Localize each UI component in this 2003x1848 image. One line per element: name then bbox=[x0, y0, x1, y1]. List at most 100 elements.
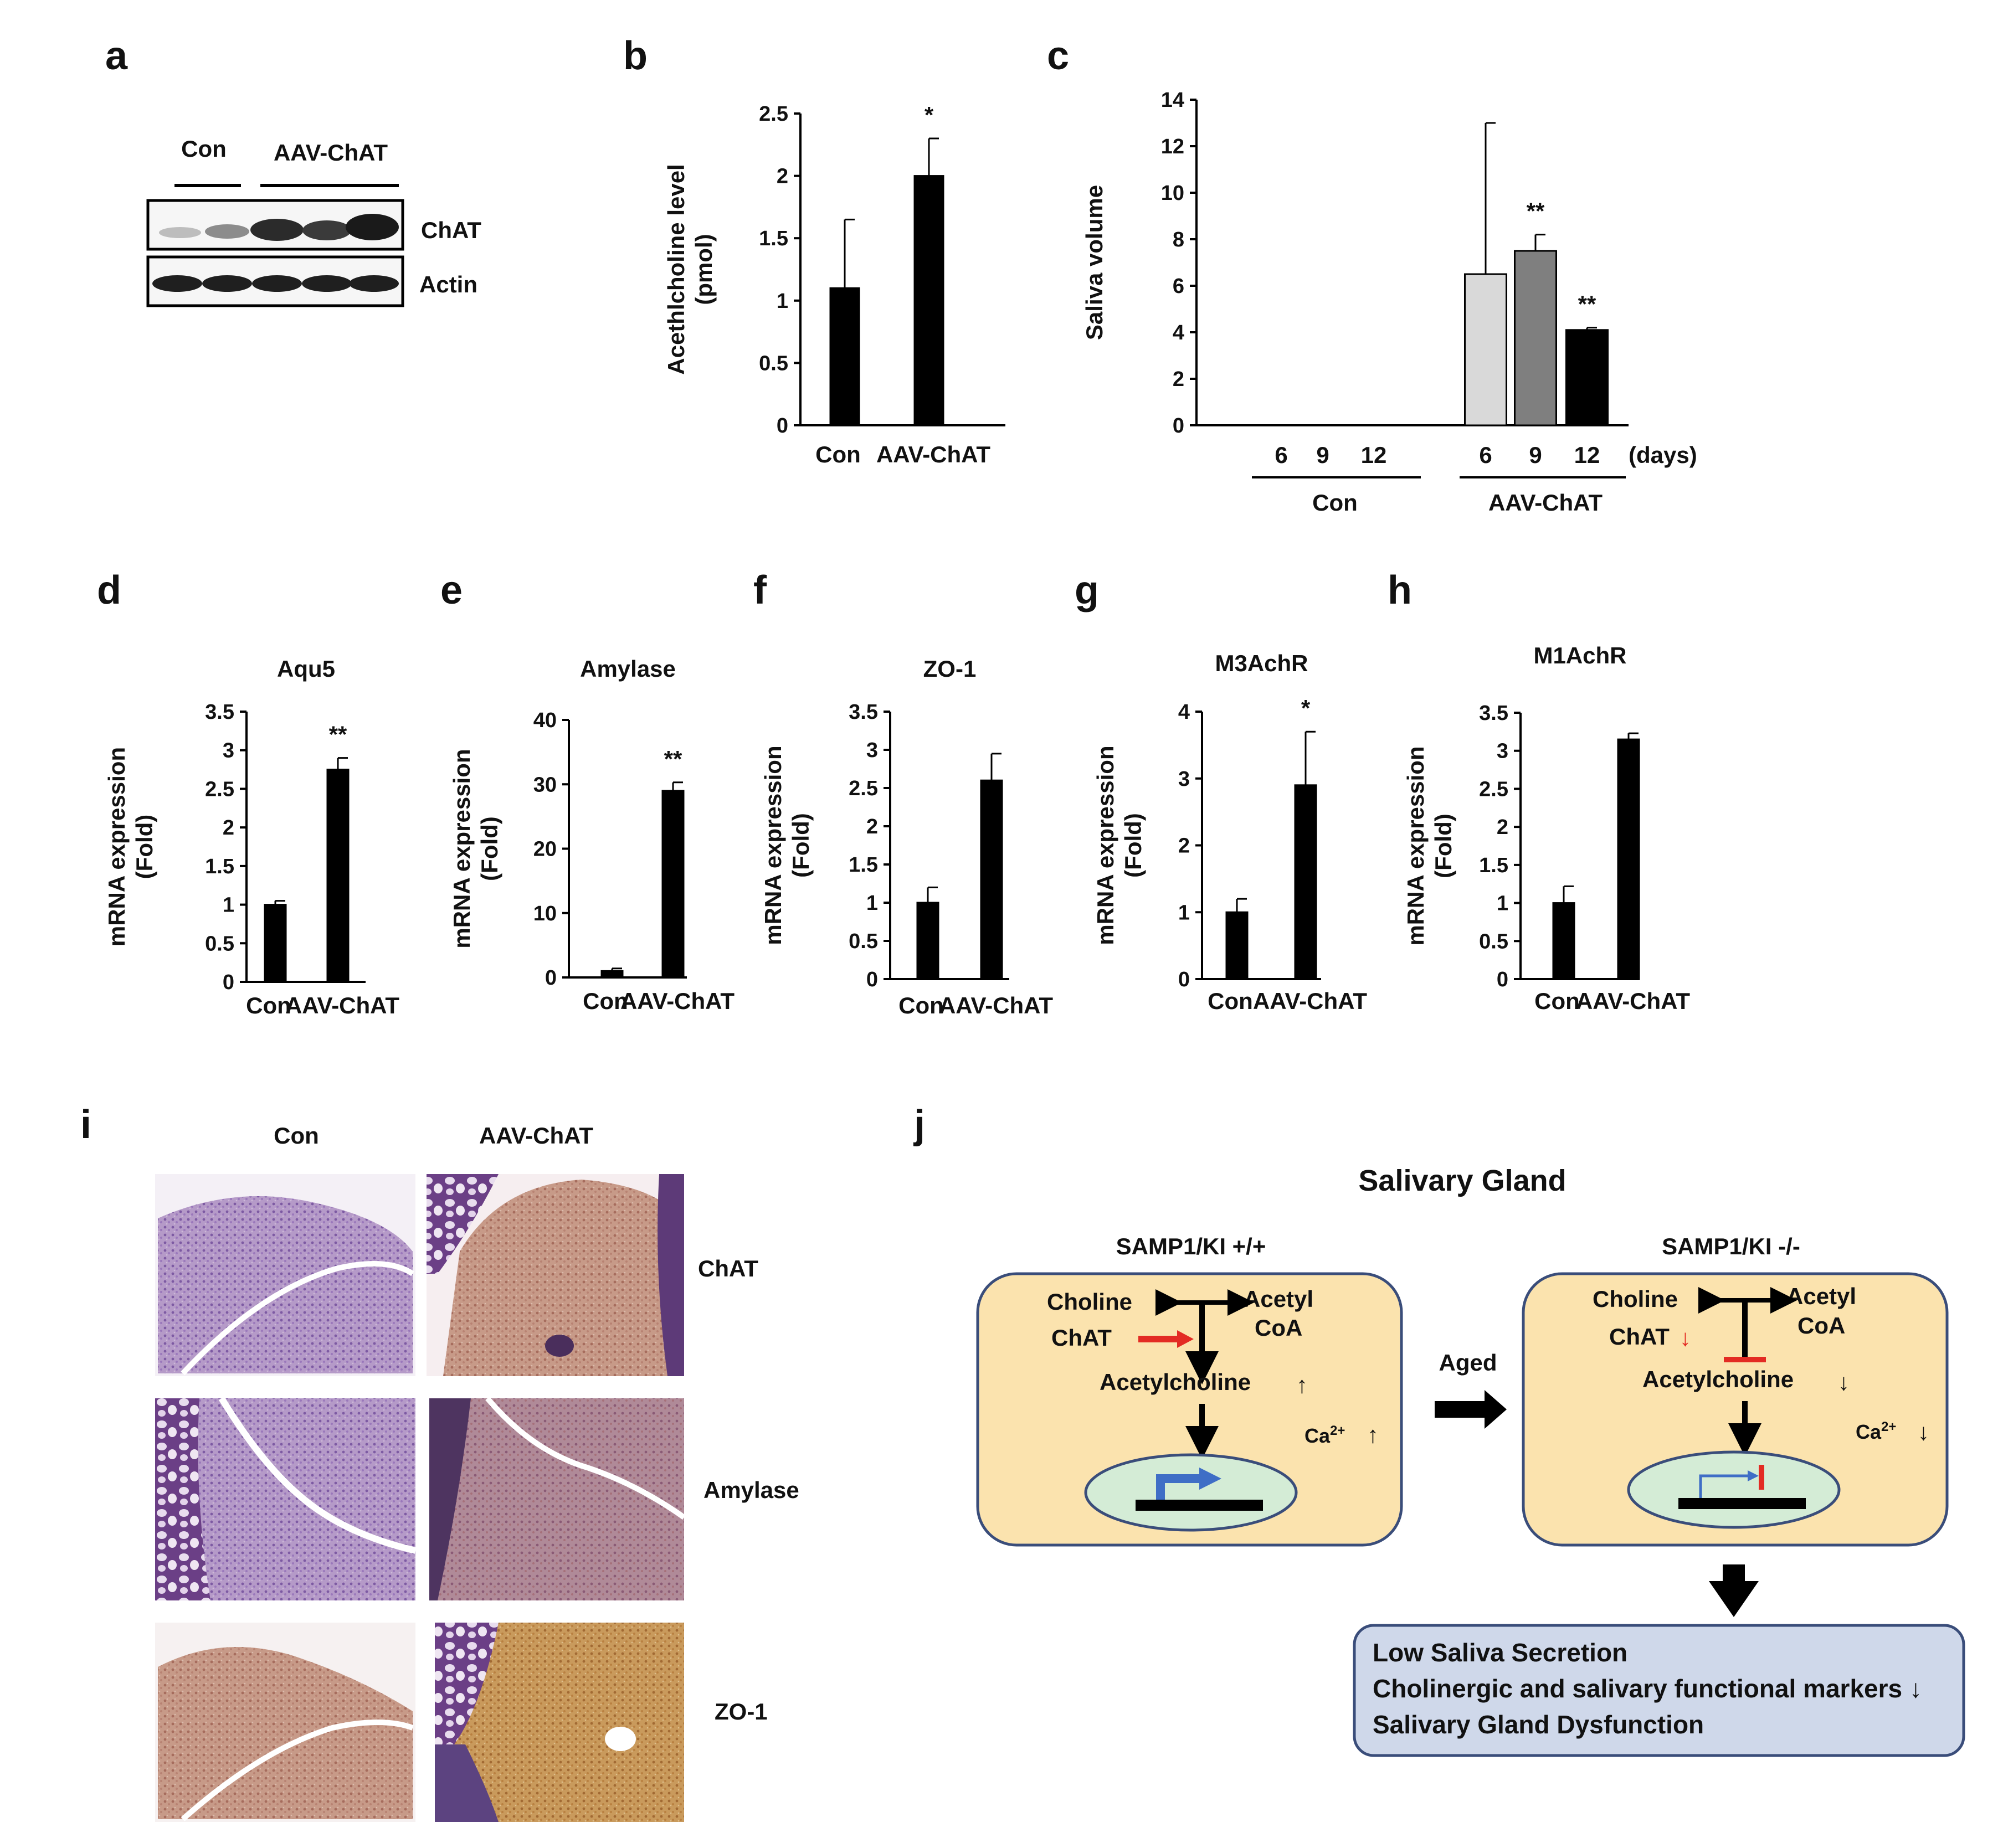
blot-label-chat: ChAT bbox=[421, 217, 481, 243]
cell-right-transcription-arrowhead bbox=[1748, 1470, 1759, 1481]
cell-right-ca: Ca2+ bbox=[1856, 1419, 1896, 1443]
histology-acini bbox=[427, 1174, 499, 1274]
y-tick-label: 0.5 bbox=[759, 352, 788, 375]
cell-right-dna bbox=[1678, 1498, 1806, 1509]
panel-letter-i: i bbox=[80, 1103, 91, 1147]
y-tick-label: 3 bbox=[866, 739, 878, 762]
blot-actin-band bbox=[202, 275, 252, 292]
y-tick-label: 2 bbox=[1497, 816, 1508, 839]
y-tick-label: 2.5 bbox=[759, 102, 788, 126]
panel-letter-c: c bbox=[1047, 34, 1069, 78]
y-tick-label: 12 bbox=[1161, 135, 1184, 158]
chart-b: 0 0.5 1 1.5 2 2.5 Acethlcholine level (pmol) Con… bbox=[663, 102, 1005, 467]
y-tick-label: 2.5 bbox=[1479, 778, 1508, 801]
y-tick-label: 2 bbox=[1173, 368, 1184, 391]
cell-right-acetyl: Acetyl bbox=[1786, 1283, 1856, 1309]
y-tick-label: 0 bbox=[545, 966, 557, 990]
y-axis-label: mRNA expression bbox=[104, 747, 130, 946]
x-category-label: 6 bbox=[1275, 442, 1287, 468]
down-arrow-icon: ↓ bbox=[1680, 1325, 1691, 1351]
significance-label: ** bbox=[1578, 291, 1596, 317]
blot-chat-band bbox=[302, 220, 351, 240]
y-tick-label: 4 bbox=[1178, 701, 1190, 724]
chart-title: Amylase bbox=[580, 656, 676, 682]
blot-actin-band bbox=[252, 275, 302, 292]
blot-chat-band bbox=[346, 214, 399, 240]
blot-chat-band bbox=[159, 227, 201, 238]
cell-right-nucleus bbox=[1627, 1450, 1841, 1529]
bar bbox=[980, 779, 1003, 980]
histology-tissue bbox=[158, 1196, 413, 1373]
panel-letter-a: a bbox=[105, 34, 128, 78]
y-tick-label: 0 bbox=[1178, 968, 1190, 991]
y-tick-label: 2 bbox=[866, 815, 878, 838]
histology-septum bbox=[181, 1720, 414, 1821]
y-axis-label: (Fold) bbox=[1430, 814, 1456, 878]
cell-left-chat-arrowhead bbox=[1177, 1330, 1194, 1348]
bar bbox=[264, 904, 287, 983]
y-tick-label: 2.5 bbox=[849, 777, 878, 800]
y-tick-label: 3.5 bbox=[1479, 702, 1508, 725]
x-category-label: AAV-ChAT bbox=[939, 992, 1053, 1018]
x-category-label: Con bbox=[898, 992, 944, 1018]
x-category-label: 12 bbox=[1574, 442, 1600, 468]
y-axis-label: Saliva volume bbox=[1081, 185, 1107, 340]
bar bbox=[1565, 329, 1609, 426]
y-axis-label: mRNA expression bbox=[1092, 745, 1118, 945]
y-tick-label: 1 bbox=[1178, 901, 1190, 924]
panel-letter-e: e bbox=[440, 568, 463, 612]
up-arrow-icon: ↑ bbox=[1367, 1422, 1379, 1448]
y-tick-label: 0 bbox=[777, 414, 788, 437]
y-tick-label: 10 bbox=[1161, 182, 1184, 205]
bar bbox=[913, 175, 944, 426]
chart-f: 0 0.5 1 1.5 2 2.5 3 3.5 mRNA expression (Fold) ZO-… bbox=[760, 656, 1053, 1018]
histology-duct bbox=[605, 1727, 636, 1751]
x-category-label: 9 bbox=[1316, 442, 1329, 468]
x-category-label: Con bbox=[815, 441, 861, 467]
western-blot: Con AAV-ChAT ChAT Actin bbox=[146, 136, 481, 307]
histology-capsule bbox=[435, 1744, 499, 1822]
histology-tissue bbox=[158, 1647, 413, 1819]
histology-septum bbox=[218, 1396, 417, 1554]
y-tick-label: 2 bbox=[777, 165, 788, 188]
y-tick-label: 2.5 bbox=[205, 778, 234, 801]
y-tick-label: 1 bbox=[1497, 892, 1508, 915]
significance-label: ** bbox=[664, 746, 682, 772]
y-axis-label: (Fold) bbox=[476, 816, 502, 881]
y-axis-label: mRNA expression bbox=[1403, 746, 1429, 945]
y-axis-label: Acethlcholine level bbox=[663, 164, 689, 374]
chart-title: M1AchR bbox=[1533, 642, 1626, 668]
histology-image bbox=[429, 1398, 684, 1600]
y-tick-label: 30 bbox=[533, 773, 557, 796]
y-tick-label: 1 bbox=[223, 894, 234, 917]
y-tick-label: 3 bbox=[1497, 740, 1508, 763]
y-tick-label: 20 bbox=[533, 838, 557, 861]
x-category-label: 12 bbox=[1361, 442, 1387, 468]
blot-group-con: Con bbox=[181, 136, 227, 162]
bar bbox=[1552, 902, 1575, 980]
y-axis-label: mRNA expression bbox=[760, 745, 786, 945]
y-tick-label: 0.5 bbox=[1479, 930, 1508, 953]
y-axis-label: (Fold) bbox=[131, 815, 157, 879]
outcome-arrow-icon bbox=[1709, 1564, 1759, 1617]
significance-label: ** bbox=[1527, 198, 1545, 224]
histology-acini bbox=[155, 1398, 210, 1600]
y-tick-label: 0.5 bbox=[849, 930, 878, 953]
panel-letter-h: h bbox=[1388, 568, 1412, 612]
panel-letter-b: b bbox=[623, 34, 648, 78]
y-tick-label: 1.5 bbox=[205, 855, 234, 878]
cell-right-choline: Choline bbox=[1593, 1286, 1678, 1312]
significance-label: ** bbox=[329, 722, 347, 748]
cell-right-chat: ChAT bbox=[1609, 1324, 1670, 1350]
cell-left-transcription-arrowhead bbox=[1199, 1468, 1221, 1490]
histology-duct bbox=[545, 1335, 574, 1357]
y-tick-label: 2 bbox=[1178, 835, 1190, 858]
x-category-label: 9 bbox=[1529, 442, 1542, 468]
chart-g: 0 1 2 3 4 mRNA expression (Fold) M3AchR Con * AAV-… bbox=[1092, 650, 1367, 1014]
x-category-label: AAV-ChAT bbox=[1253, 988, 1367, 1014]
y-tick-label: 0 bbox=[223, 971, 234, 994]
bar bbox=[1617, 738, 1640, 980]
y-tick-label: 1.5 bbox=[759, 227, 788, 250]
x-category-label: AAV-ChAT bbox=[1576, 988, 1690, 1014]
histology-tissue bbox=[443, 1180, 681, 1376]
